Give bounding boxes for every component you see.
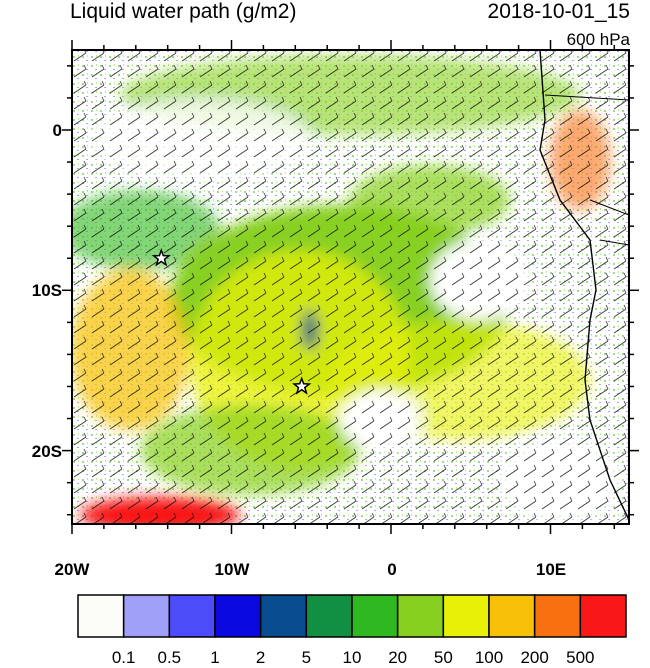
- colorbar-label: 0.5: [157, 648, 182, 667]
- colorbar-label: 500: [566, 648, 595, 667]
- colorbar-label: 20: [388, 648, 408, 667]
- colorbar-label: 1: [210, 648, 220, 667]
- colorbar-swatch: [122, 594, 171, 638]
- y-tick-label-10s: 10S: [31, 281, 62, 300]
- star-central-marker: [292, 376, 312, 395]
- colorbar-swatch: [351, 594, 399, 638]
- colorbar-label: 50: [433, 648, 453, 667]
- colorbar-label: 200: [520, 648, 549, 667]
- y-tick-label-20s: 20S: [31, 442, 62, 461]
- colorbar-swatch: [214, 594, 262, 638]
- pressure-level: 600 hPa: [566, 30, 630, 49]
- x-tick-label-10e: 10E: [535, 560, 567, 579]
- colorbar-label: 0.1: [111, 648, 136, 667]
- map-frame: [71, 49, 630, 525]
- colorbar-swatch: [396, 594, 445, 638]
- colorbar-swatch: [259, 594, 308, 638]
- x-tick-label-10w: 10W: [214, 560, 250, 579]
- star-west-marker: [151, 247, 171, 267]
- x-tick-label-0: 0: [387, 560, 397, 579]
- colorbar-label: 2: [255, 648, 266, 667]
- colorbar: [77, 594, 627, 638]
- map-ticks: [62, 40, 639, 534]
- colorbar-swatch: [579, 594, 627, 638]
- map-field: [72, 50, 629, 524]
- map-timestamp: 2018-10-01_15: [487, 0, 630, 23]
- colorbar-swatch: [77, 594, 125, 638]
- colorbar-swatch: [488, 594, 536, 638]
- x-tick-label-20w: 20W: [54, 560, 90, 579]
- colorbar-swatch: [168, 594, 216, 638]
- markers-layer: [151, 247, 312, 395]
- map-title: Liquid water path (g/m2): [70, 0, 297, 23]
- colorbar-swatch: [533, 594, 582, 638]
- colorbar-swatch: [442, 594, 490, 638]
- colorbar-swatch: [305, 594, 353, 638]
- colorbar-label: 5: [301, 648, 312, 667]
- colorbar-label: 10: [342, 648, 362, 667]
- y-tick-label-0: 0: [52, 121, 62, 140]
- colorbar-label: 100: [474, 648, 504, 667]
